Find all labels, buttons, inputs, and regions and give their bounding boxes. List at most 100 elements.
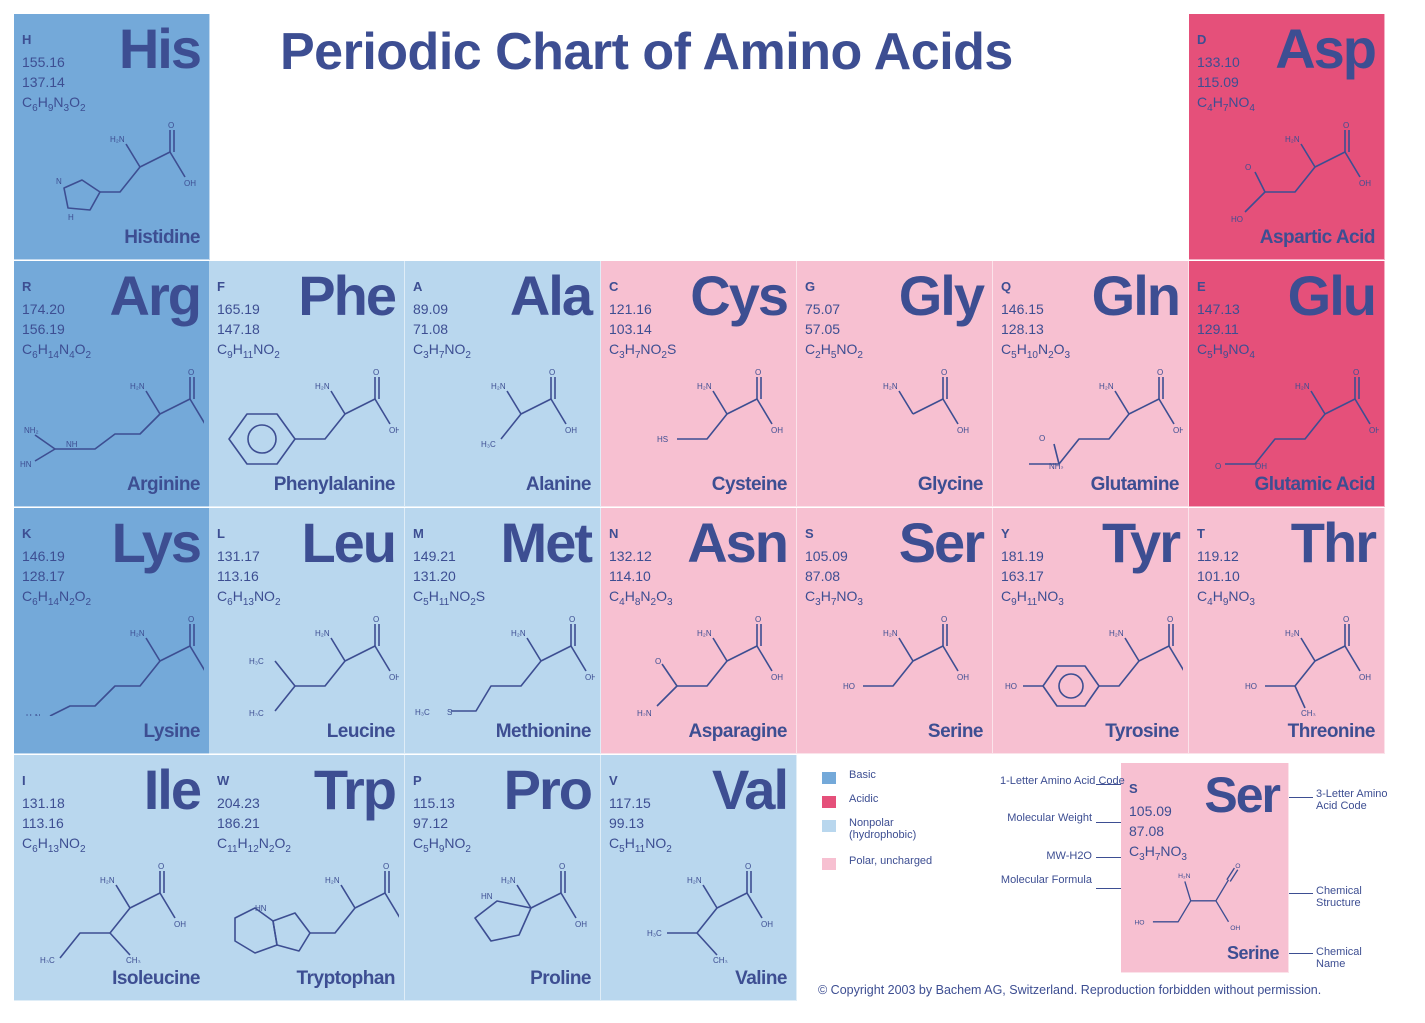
three-letter-code: Cys [690, 264, 789, 327]
one-letter-code: C [609, 279, 619, 294]
mw-minus-water: 114.10 [609, 568, 651, 584]
svg-text:OH: OH [389, 673, 399, 682]
three-letter-code: Lys [111, 511, 202, 574]
one-letter-code: R [22, 279, 32, 294]
svg-text:H₂N: H₂N [130, 382, 145, 391]
svg-text:O: O [1235, 863, 1240, 870]
amino-acid-cell-tryptophan: WTrp204.23186.21C11H12N2O2H₂NOOHHNTrypto… [209, 755, 405, 1001]
svg-text:H₂N: H₂N [511, 629, 526, 638]
amino-acid-cell-proline: P Pro 115.13 97.12 C5H9NO2 H₂N O OH HN Proline [405, 755, 601, 1001]
amino-acid-cell-glycine: G Gly 75.07 57.05 C2H5NO2 H₂N O OH Glycine [797, 261, 993, 507]
mw-minus-water: 99.13 [609, 815, 645, 831]
svg-text:H: H [68, 213, 74, 222]
mw-minus-water: 87.08 [805, 568, 841, 584]
svg-text:O: O [655, 657, 661, 666]
three-letter-code: Asp [1275, 17, 1377, 80]
chemical-name: Aspartic Acid [1259, 227, 1376, 248]
callout-line [1096, 857, 1121, 858]
amino-acid-cell-valine: V Val 117.15 99.13 C5H11NO2 H₂N O OH H₃C CH₃ Valin… [601, 755, 797, 1001]
mw-minus-water: 103.14 [609, 321, 652, 337]
molecular-weight: 174.20 [22, 301, 65, 317]
legend-swatch-polar [822, 858, 836, 870]
amino-acid-cell-asparagine: N Asn 132.12 114.10 C4H8N2O3 H₂N O OH O H₂N Aspara… [601, 508, 797, 754]
svg-text:H₂N: H₂N [491, 382, 506, 391]
key-letter: S [1129, 781, 1138, 796]
molecular-formula: C5H9NO4 [1197, 341, 1255, 361]
key-name: Serine [1226, 943, 1280, 963]
svg-text:CH₃: CH₃ [126, 956, 141, 963]
svg-text:HO: HO [1134, 919, 1144, 926]
chemical-structure: H₂N O OH H₃C CH₃ [40, 863, 186, 963]
svg-text:NH₂: NH₂ [24, 426, 39, 435]
callout-line [1096, 888, 1121, 889]
svg-text:H₂N: H₂N [1099, 382, 1114, 391]
molecular-weight: 147.13 [1197, 301, 1240, 317]
legend-swatch-nonpolar [822, 820, 836, 832]
chemical-name: Alanine [525, 474, 592, 495]
svg-text:O: O [745, 863, 751, 871]
three-letter-code: His [118, 17, 202, 80]
molecular-formula: C3H7NO2 [413, 341, 471, 361]
svg-text:OH: OH [1359, 179, 1371, 188]
svg-text:O: O [1157, 369, 1163, 377]
molecular-formula: C4H9NO3 [1197, 588, 1255, 608]
three-letter-code: Leu [301, 511, 397, 574]
callout-one-letter: 1-Letter Amino Acid Code [1000, 775, 1125, 787]
one-letter-code: P [413, 773, 422, 788]
svg-text:H₃C: H₃C [647, 929, 662, 938]
chemical-name: Tryptophan [296, 968, 396, 989]
three-letter-code: Ser [898, 511, 985, 574]
mw-minus-water: 128.17 [22, 568, 65, 584]
molecular-formula: C3H7NO2S [609, 341, 677, 361]
key-abbr: Ser [1204, 767, 1281, 823]
chart-title: Periodic Chart of Amino Acids [280, 23, 1013, 81]
chemical-structure: H₂NOOHNHHNNH₂ [20, 369, 204, 469]
svg-text:OH: OH [771, 426, 783, 435]
one-letter-code: S [805, 526, 814, 541]
mw-minus-water: 147.18 [217, 321, 260, 337]
one-letter-code: A [413, 279, 423, 294]
molecular-formula: C6H14N4O2 [22, 341, 92, 361]
chemical-name: Glycine [917, 474, 984, 495]
molecular-formula: C9H11NO3 [1001, 588, 1064, 608]
svg-text:OH: OH [1173, 426, 1183, 435]
mw-minus-water: 156.19 [22, 321, 65, 337]
three-letter-code: Tyr [1102, 511, 1181, 574]
legend-item-basic: Basic [822, 769, 959, 794]
svg-text:HN: HN [481, 892, 493, 901]
legend-item-acidic: Acidic [822, 793, 959, 818]
molecular-weight: 119.12 [1197, 548, 1239, 564]
svg-text:OH: OH [174, 920, 186, 929]
svg-text:H₂N: H₂N [883, 629, 898, 638]
chemical-name: Asparagine [688, 721, 788, 742]
svg-text:O: O [188, 369, 194, 377]
chemical-structure: H₂N O OH H₃C H₃C [249, 616, 399, 716]
chemical-name: Isoleucine [112, 968, 200, 989]
svg-text:H₂N: H₂N [26, 713, 41, 716]
svg-text:H₃C: H₃C [481, 440, 496, 449]
chemical-structure: H₂N O OH [228, 369, 399, 465]
chemical-structure: H₂N O OH O H₂N [637, 616, 783, 716]
amino-acid-cell-aspartic-acid: D Asp 133.10 115.09 C4H7NO4 H₂N O OH O HO Aspartic… [1189, 14, 1385, 260]
molecular-formula: C6H14N2O2 [22, 588, 92, 608]
chemical-structure: H₂N O OH O OH [1215, 369, 1379, 469]
svg-text:O: O [941, 616, 947, 624]
svg-text:S: S [447, 708, 452, 716]
chemical-name: Histidine [124, 227, 200, 248]
callout-line [1096, 784, 1121, 785]
three-letter-code: Arg [109, 264, 202, 327]
svg-text:H₃C: H₃C [40, 956, 55, 963]
one-letter-code: L [217, 526, 225, 541]
molecular-formula: C4H7NO4 [1197, 94, 1255, 114]
svg-text:H₂N: H₂N [315, 382, 330, 391]
key-mw: 105.09 [1129, 803, 1172, 819]
molecular-formula: C6H13NO2 [217, 588, 281, 608]
chemical-name: Glutamine [1090, 474, 1180, 495]
chemical-structure: H₂N O OH H₃C [481, 369, 577, 449]
callout-line [1096, 822, 1121, 823]
legend-item-nonpolar: Nonpolar (hydrophobic) [822, 817, 959, 856]
chemical-name: Phenylalanine [273, 474, 396, 495]
